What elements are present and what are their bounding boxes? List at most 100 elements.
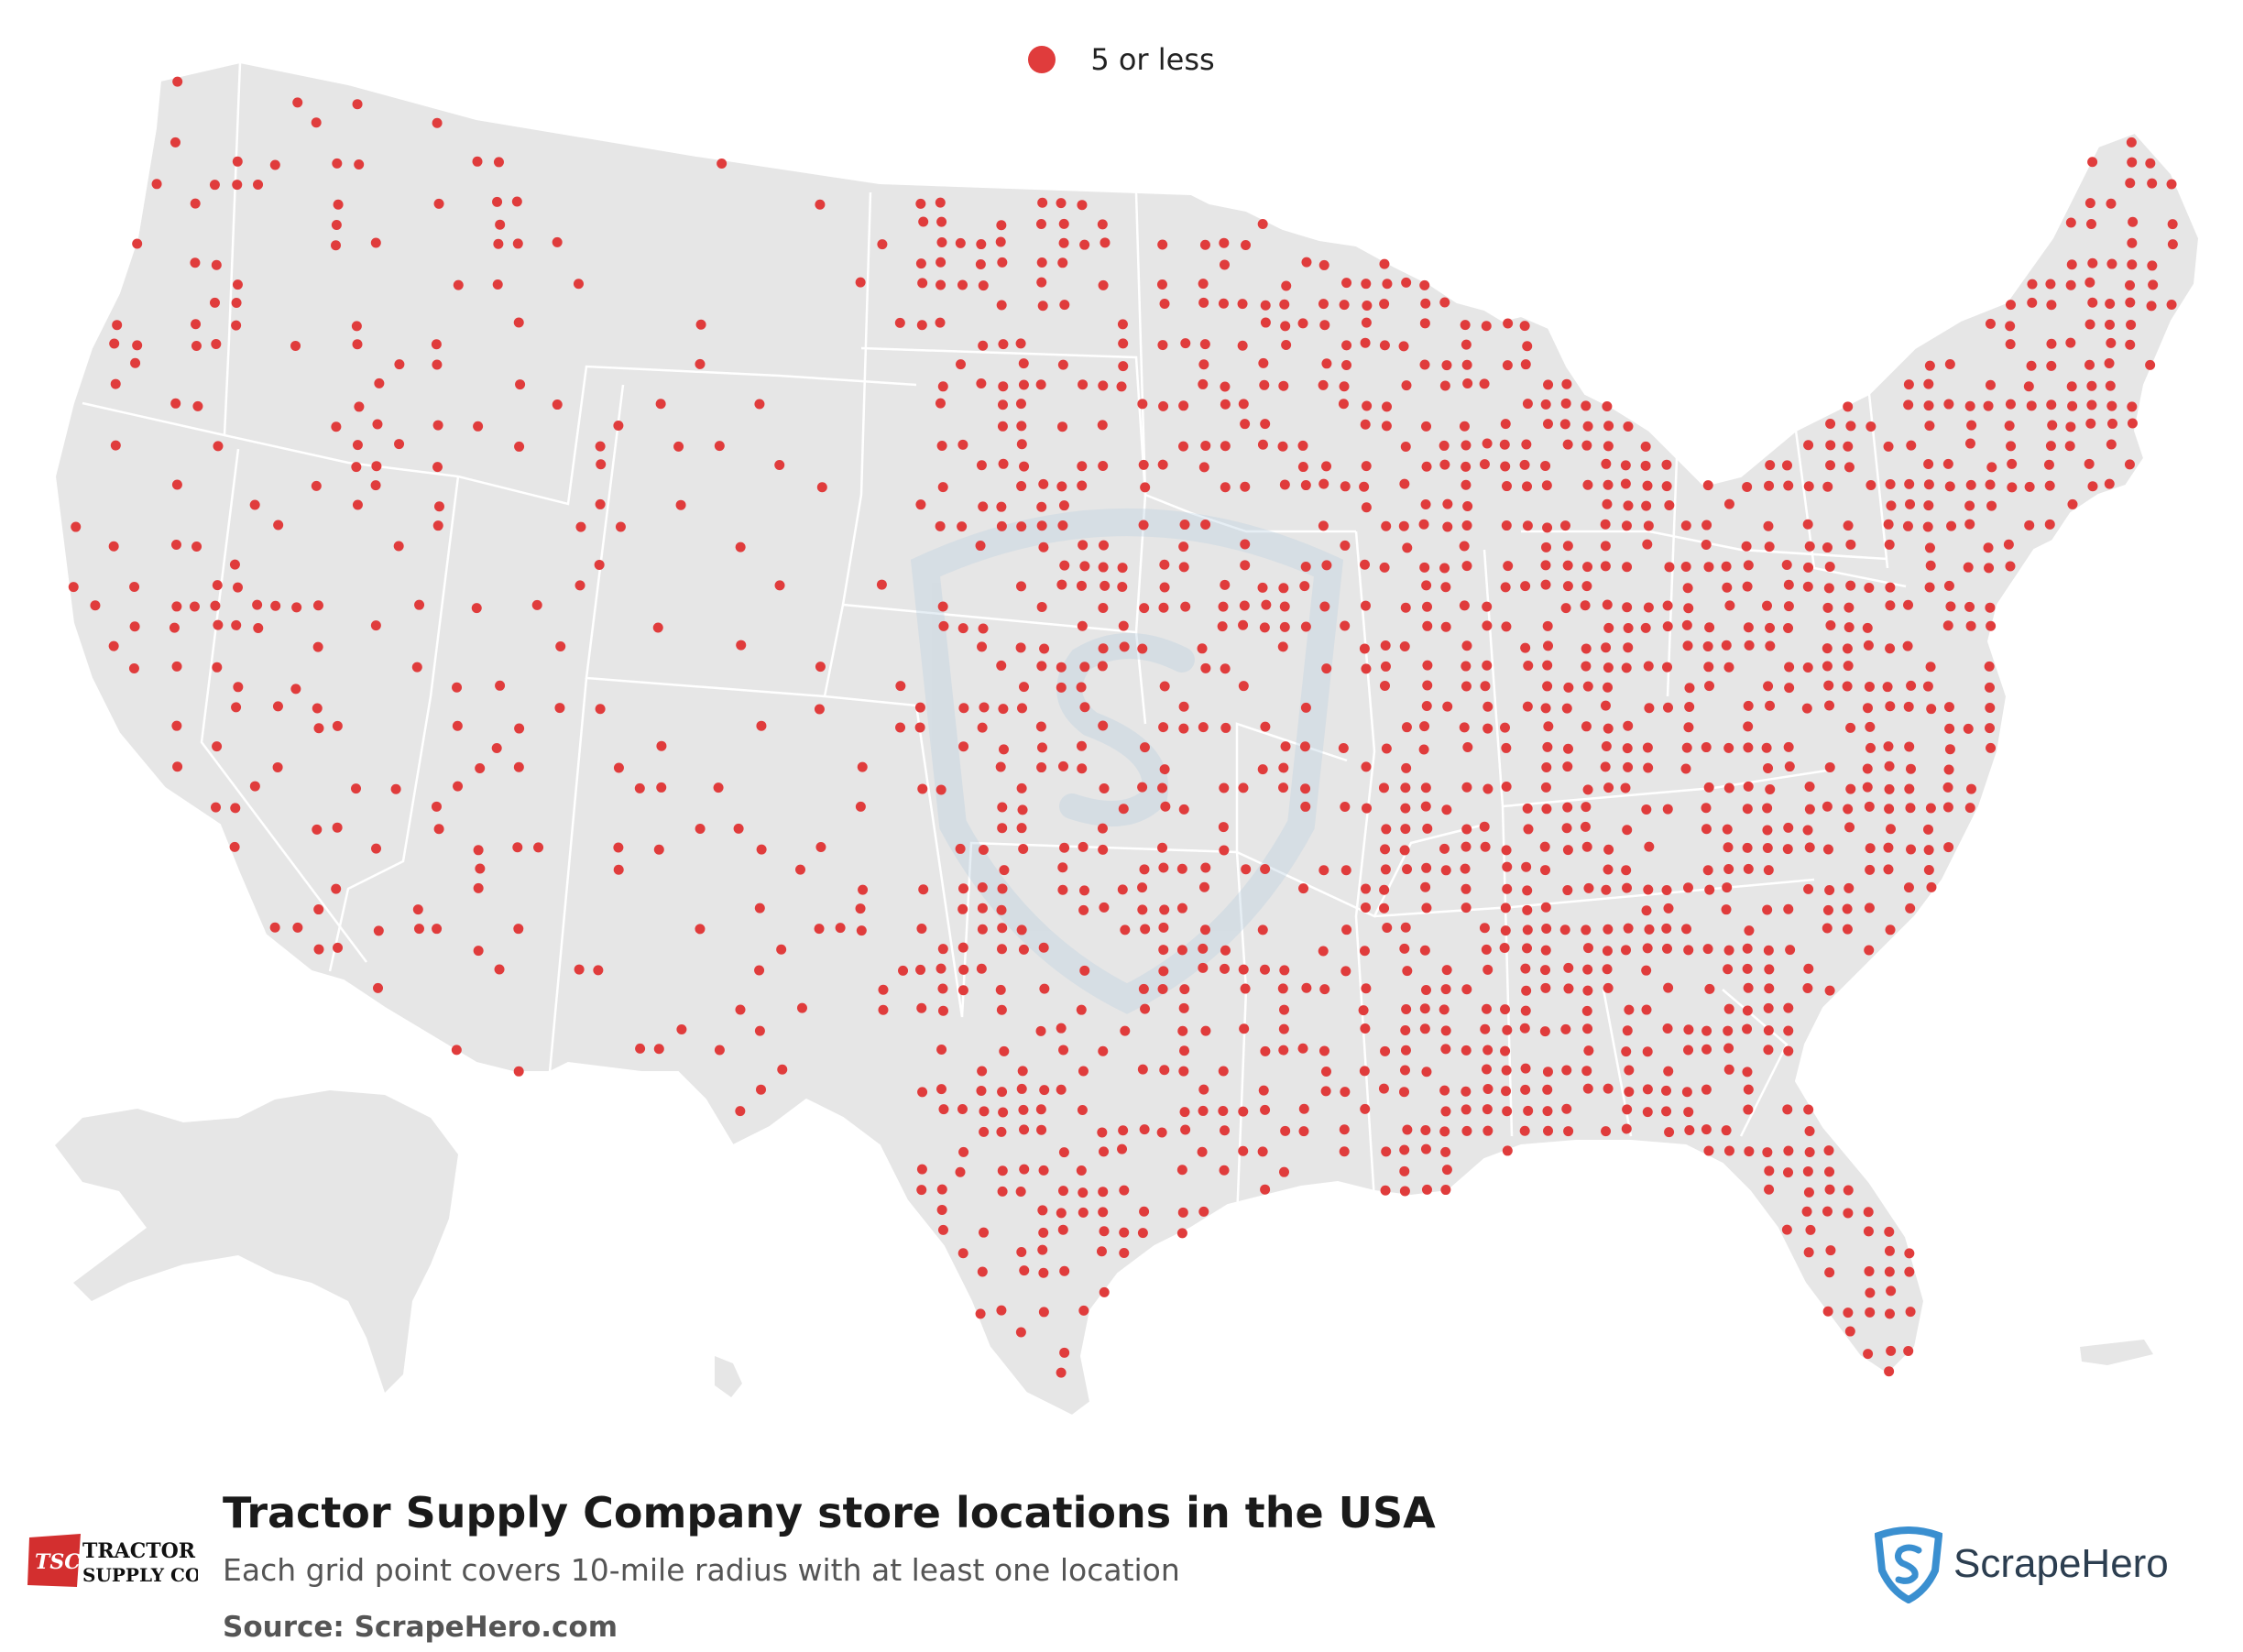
- store-dot: [1382, 401, 1393, 412]
- store-dot: [936, 1184, 947, 1195]
- store-dot: [1140, 1003, 1151, 1014]
- store-dot: [1883, 741, 1894, 752]
- store-dot: [1420, 985, 1431, 996]
- store-dot: [313, 904, 324, 915]
- store-dot: [1742, 963, 1753, 974]
- store-dot: [613, 762, 624, 773]
- store-dot: [1763, 1045, 1774, 1056]
- store-dot: [1219, 963, 1230, 974]
- store-dot: [977, 1066, 988, 1077]
- store-dot: [977, 722, 988, 733]
- store-dot: [1621, 945, 1632, 956]
- store-dot: [1257, 439, 1268, 450]
- store-dot: [1924, 542, 1935, 553]
- store-dot: [1922, 521, 1933, 532]
- store-dot: [1381, 743, 1392, 754]
- store-dot: [291, 602, 302, 613]
- store-dot: [1019, 1164, 1030, 1175]
- store-dot: [1076, 682, 1087, 693]
- store-dot: [1360, 419, 1371, 430]
- store-dot: [1905, 498, 1916, 509]
- store-dot: [1501, 481, 1512, 492]
- store-dot: [1180, 1124, 1191, 1135]
- store-dot: [1762, 904, 1773, 915]
- store-dot: [1482, 601, 1493, 612]
- store-dot: [190, 198, 201, 209]
- store-dot: [1885, 600, 1896, 611]
- store-dot: [1362, 301, 1373, 312]
- store-dot: [1582, 562, 1593, 573]
- contiguous-us-landmass: [53, 60, 2201, 1417]
- store-dot: [1297, 1043, 1308, 1054]
- store-dot: [411, 662, 422, 673]
- store-dot: [1078, 885, 1089, 896]
- store-dot: [2167, 219, 2178, 230]
- store-dot: [2086, 380, 2097, 391]
- store-dot: [1056, 1208, 1067, 1219]
- store-dot: [432, 924, 443, 935]
- store-dot: [575, 521, 586, 532]
- store-dot: [955, 237, 966, 248]
- store-dot: [1238, 964, 1249, 975]
- tractor-supply-logo: TSC TRACTOR SUPPLY CO: [27, 1530, 201, 1594]
- store-dot: [1197, 643, 1208, 654]
- store-dot: [1521, 985, 1532, 996]
- store-dot: [1581, 721, 1592, 732]
- store-dot: [1138, 459, 1149, 470]
- store-dot: [1500, 925, 1511, 936]
- store-dot: [1277, 441, 1288, 452]
- store-dot: [1159, 1065, 1170, 1076]
- store-dot: [1562, 581, 1573, 592]
- store-dot: [935, 197, 946, 208]
- store-dot: [433, 824, 444, 835]
- store-dot: [1459, 600, 1470, 611]
- store-dot: [1119, 1185, 1130, 1196]
- store-dot: [1079, 662, 1090, 673]
- store-dot: [1320, 1086, 1331, 1097]
- store-dot: [1763, 945, 1774, 956]
- store-dot: [1622, 562, 1633, 573]
- store-dot: [1581, 802, 1592, 813]
- store-dot: [1280, 741, 1291, 752]
- store-dot: [1664, 1127, 1675, 1138]
- store-dot: [1340, 865, 1351, 876]
- store-dot: [1402, 1124, 1413, 1135]
- store-dot: [1763, 681, 1774, 692]
- store-dot: [1682, 640, 1693, 651]
- store-dot: [170, 137, 181, 148]
- store-dot: [976, 378, 987, 389]
- store-dot: [232, 180, 243, 191]
- store-dot: [1984, 682, 1995, 693]
- store-dot: [192, 400, 203, 411]
- store-dot: [515, 379, 526, 390]
- store-dot: [1723, 1003, 1734, 1014]
- store-dot: [129, 621, 140, 632]
- store-dot: [1200, 440, 1211, 451]
- store-dot: [2007, 458, 2018, 469]
- store-dot: [1118, 620, 1129, 631]
- store-dot: [1603, 782, 1614, 793]
- store-dot: [1401, 722, 1412, 733]
- store-dot: [1662, 600, 1673, 611]
- store-dot: [958, 741, 969, 752]
- store-dot: [936, 216, 947, 227]
- store-dot: [1300, 561, 1311, 572]
- store-dot: [373, 982, 384, 993]
- store-dot: [895, 681, 906, 692]
- store-dot: [172, 76, 183, 87]
- store-dot: [494, 964, 505, 975]
- store-dot: [695, 358, 706, 369]
- store-dot: [68, 582, 79, 593]
- store-dot: [1159, 681, 1170, 692]
- store-dot: [1783, 1167, 1794, 1178]
- store-dot: [1318, 946, 1329, 957]
- store-dot: [1238, 1145, 1249, 1156]
- store-dot: [1542, 660, 1553, 671]
- store-dot: [1177, 1207, 1188, 1218]
- store-dot: [1723, 1145, 1734, 1156]
- store-dot: [1621, 865, 1632, 876]
- store-dot: [273, 520, 284, 531]
- store-dot: [1886, 500, 1897, 511]
- store-dot: [1482, 438, 1493, 449]
- store-dot: [1401, 380, 1412, 391]
